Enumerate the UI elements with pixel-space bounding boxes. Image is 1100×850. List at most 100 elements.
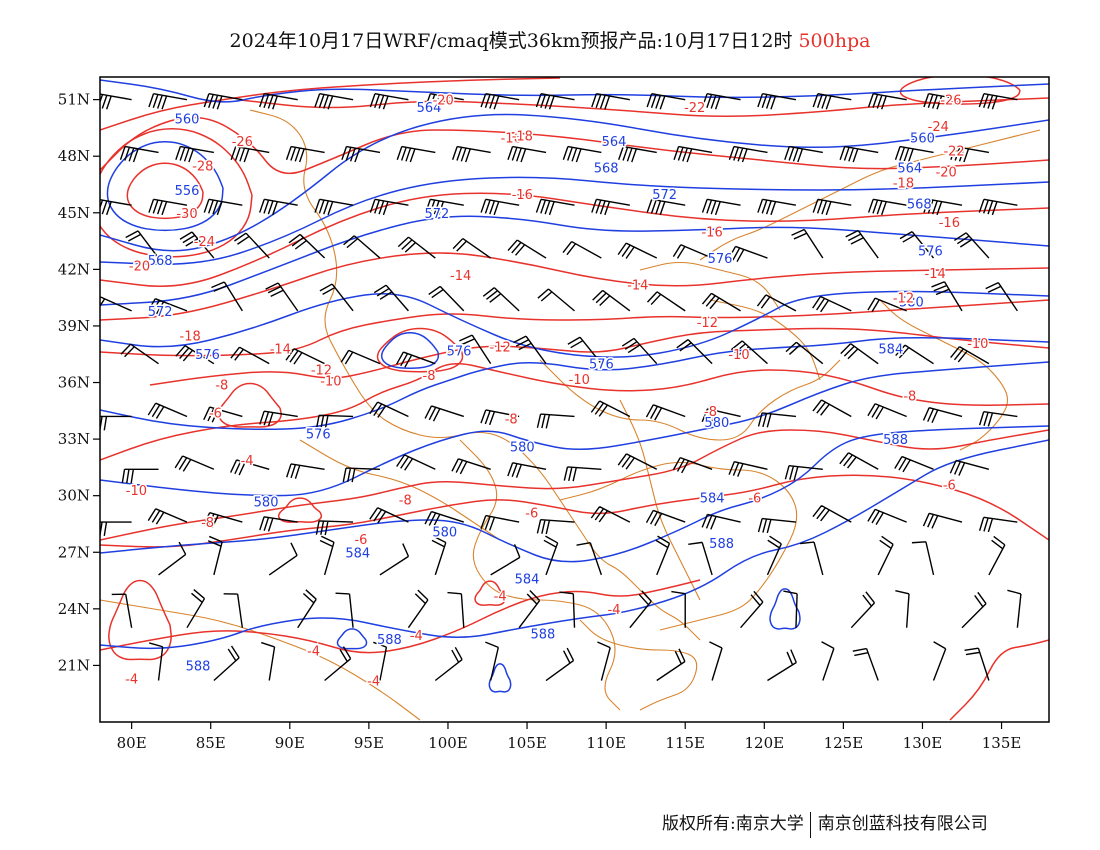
temperature-contour-label: -6 [354, 533, 367, 548]
lat-tick-label: 51N [58, 91, 90, 109]
wind-barb [535, 198, 575, 216]
wind-barb [911, 541, 935, 576]
wind-barb [845, 229, 879, 259]
wind-barb [812, 93, 852, 110]
temperature-contour-label: -24 [194, 235, 215, 250]
wind-barb [513, 335, 547, 365]
wind-barb [369, 507, 409, 524]
title-text: 2024年10月17日WRF/cmaq模式36km预报产品:10月17日12时 [229, 30, 793, 52]
wind-barb [728, 460, 768, 477]
temperature-contour-line [949, 639, 1049, 721]
wind-barb [767, 649, 797, 682]
wind-barb [261, 641, 276, 681]
wind-barb [340, 349, 381, 365]
temperature-contour-label: -20 [433, 94, 454, 109]
wind-barb [784, 465, 823, 481]
wind-barb [922, 406, 963, 424]
height-contour-line [100, 176, 1049, 265]
wind-barb [285, 145, 325, 163]
height-contour-label: 576 [306, 427, 331, 442]
wind-barb [676, 339, 713, 365]
wind-barb [424, 510, 464, 528]
wind-barb [839, 145, 879, 163]
wind-barb [396, 454, 436, 471]
temperature-contour-label: -8 [215, 378, 228, 393]
wind-barb [617, 453, 658, 470]
temperature-contour-label: -16 [501, 131, 522, 146]
height-low-ring [106, 141, 224, 232]
wind-barb [800, 541, 824, 576]
wind-barb [259, 93, 298, 110]
wind-barb [576, 542, 603, 576]
wind-barb [645, 509, 686, 527]
temperature-contour-label: -10 [126, 484, 147, 499]
wind-barb [922, 512, 963, 529]
wind-barb [656, 648, 686, 682]
wind-barb [230, 459, 270, 476]
wind-barb [950, 346, 990, 365]
border-line [879, 299, 1009, 451]
wind-barb [812, 504, 852, 523]
temperature-low-ring [126, 162, 204, 220]
wind-barb [179, 231, 215, 259]
temperature-contour-label: -16 [512, 188, 533, 203]
temperature-contour-label: -8 [423, 369, 436, 384]
wind-barb [757, 517, 797, 534]
wind-barb [149, 642, 164, 681]
wind-barb [373, 284, 409, 312]
wind-barb [591, 198, 630, 216]
temperature-contour-label: -6 [943, 478, 956, 493]
wind-barb [867, 403, 907, 420]
wind-barb [121, 468, 159, 484]
lon-tick-label: 135E [982, 734, 1022, 752]
border-line [639, 261, 781, 311]
height-contour-label: 568 [148, 254, 173, 269]
border-line [459, 439, 621, 711]
wind-barb [234, 232, 270, 259]
temperature-contour-label: -20 [936, 165, 957, 180]
wind-barb [148, 93, 188, 110]
copyright-right: 南京创蓝科技有限公司 [817, 814, 988, 834]
wind-barb [536, 519, 575, 535]
wind-barb [783, 590, 798, 628]
wind-barb [728, 145, 768, 163]
wind-barb [701, 198, 741, 216]
contour-labels: 556 560 564 568 572 576 580 584 588 564 568 572 572 5… [124, 92, 990, 691]
wind-barb [319, 535, 335, 576]
wind-barb [964, 647, 990, 681]
wind-barb [480, 198, 520, 216]
wind-barb [147, 402, 188, 419]
temperature-contour-line [100, 116, 1049, 175]
wind-barb [646, 198, 686, 216]
height-contour-label: 580 [899, 295, 924, 310]
height-contour-label: 588 [530, 627, 555, 642]
wind-barb [207, 535, 223, 576]
wind-barb [812, 295, 852, 313]
wind-barb [978, 411, 1018, 427]
lon-tick-label: 120E [745, 734, 785, 752]
wind-barb [646, 93, 686, 110]
temperature-contour-label: -8 [704, 405, 717, 420]
wind-barb [592, 289, 631, 312]
wind-barb [259, 410, 298, 427]
wind-barb [147, 298, 188, 315]
wind-barb [369, 401, 409, 418]
temperature-contour-label: -14 [627, 278, 648, 293]
wind-barb [319, 283, 354, 312]
wind-barb [507, 462, 547, 478]
lon-tick-label: 105E [507, 734, 547, 752]
height-contour-label: 580 [704, 416, 729, 431]
wind-barb [867, 93, 907, 110]
wind-barb [451, 458, 491, 475]
temperature-contour-label: -14 [450, 269, 471, 284]
height-contour-ring [488, 663, 512, 693]
temperature-contour-line [100, 252, 1049, 321]
wind-barb [223, 593, 244, 628]
lon-tick-label: 130E [903, 734, 943, 752]
wind-barb [485, 641, 500, 681]
height-contour-label: 576 [708, 252, 733, 267]
wind-barb [482, 287, 520, 312]
wind-barb [978, 198, 1018, 216]
temperature-contour-label: -30 [176, 207, 197, 222]
temperature-contour-label: -8 [399, 493, 412, 508]
